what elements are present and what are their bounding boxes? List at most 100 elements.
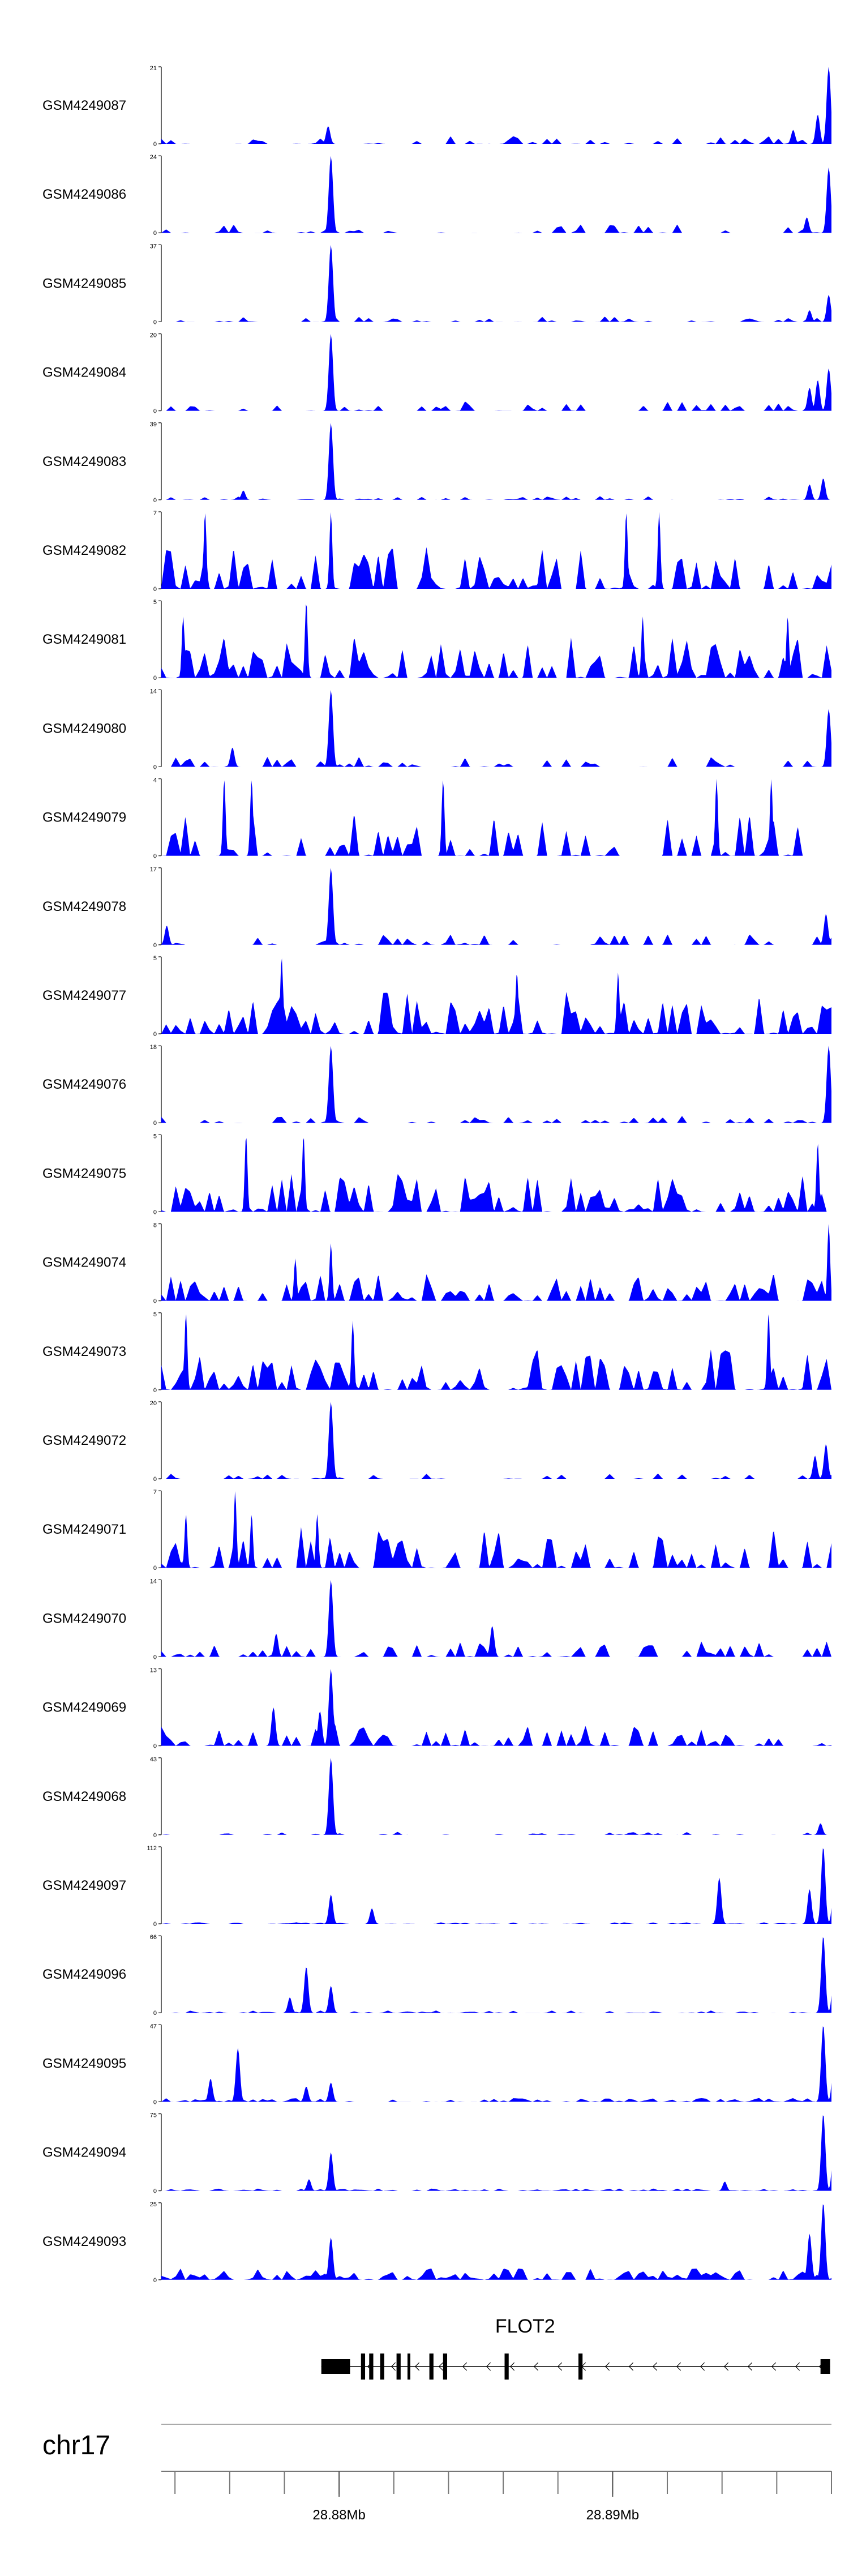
track-GSM4249079: GSM4249079 4 0 (42, 777, 831, 860)
track-label: GSM4249095 (42, 2056, 126, 2071)
coverage-area (161, 67, 831, 144)
coverage-tracks: GSM4249087210GSM4249086240GSM4249085370G… (42, 65, 831, 2284)
coverage-area (161, 333, 831, 411)
track-GSM4249096: GSM4249096 66 0 (42, 1934, 831, 2017)
y-tick-label-max: 37 (150, 243, 157, 250)
y-tick-label-zero: 0 (153, 2188, 157, 2195)
strand-arrow (462, 2362, 468, 2371)
gene-exon (407, 2354, 410, 2380)
coverage-area (161, 1224, 831, 1301)
track-label: GSM4249093 (42, 2234, 126, 2249)
y-tick-label-max: 13 (150, 1667, 157, 1674)
coverage-area (161, 2204, 831, 2280)
axis-ticks: 28.88Mb 28.89Mb (174, 2471, 832, 2523)
track-label: GSM4249080 (42, 721, 126, 736)
strand-arrow (676, 2362, 681, 2371)
strand-arrow (700, 2362, 705, 2371)
coverage-area (161, 958, 831, 1034)
y-tick-label-zero: 0 (153, 1476, 157, 1483)
track-label: GSM4249079 (42, 810, 126, 825)
track-label: GSM4249085 (42, 276, 126, 291)
coverage-area (161, 1758, 831, 1835)
axis-tick-label: 28.89Mb (586, 2507, 639, 2523)
track-label: GSM4249075 (42, 1166, 126, 1181)
track-label: GSM4249094 (42, 2145, 126, 2160)
y-tick-label-zero: 0 (153, 319, 157, 326)
strand-arrow (771, 2362, 777, 2371)
y-tick-label-zero: 0 (153, 1921, 157, 1928)
track-GSM4249077: GSM4249077 5 0 (42, 955, 831, 1038)
track-GSM4249078: GSM4249078 17 0 (42, 866, 831, 949)
gene-track: FLOT2 (321, 2316, 830, 2380)
track-GSM4249082: GSM4249082 7 0 (42, 510, 831, 593)
y-tick-label-zero: 0 (153, 675, 157, 682)
y-tick-label-zero: 0 (153, 942, 157, 949)
track-GSM4249094: GSM4249094 75 0 (42, 2112, 831, 2195)
coverage-area (161, 2026, 831, 2102)
y-tick-label-zero: 0 (153, 1209, 157, 1216)
y-tick-label-zero: 0 (153, 1654, 157, 1661)
strand-arrow (557, 2362, 563, 2371)
y-tick-label-zero: 0 (153, 497, 157, 504)
coverage-area (161, 778, 831, 856)
gene-exon (321, 2359, 350, 2374)
y-tick-label-zero: 0 (153, 408, 157, 415)
y-tick-label-max: 21 (150, 65, 157, 72)
y-tick-label-max: 17 (150, 866, 157, 873)
coverage-area (161, 2115, 831, 2191)
y-tick-label-max: 66 (150, 1934, 157, 1941)
y-tick-label-zero: 0 (153, 141, 157, 148)
track-GSM4249071: GSM4249071 7 0 (42, 1489, 831, 1572)
track-GSM4249095: GSM4249095 47 0 (42, 2023, 831, 2106)
track-label: GSM4249078 (42, 899, 126, 914)
track-GSM4249081: GSM4249081 5 0 (42, 599, 831, 682)
y-tick-label-zero: 0 (153, 1387, 157, 1394)
coverage-area (161, 156, 831, 233)
track-GSM4249075: GSM4249075 5 0 (42, 1133, 831, 1216)
coverage-area (161, 690, 831, 767)
gene-exon (504, 2354, 509, 2380)
coverage-area (161, 1580, 831, 1657)
coverage-area (161, 512, 831, 589)
gene-exons (321, 2354, 830, 2380)
track-label: GSM4249068 (42, 1789, 126, 1804)
y-tick-label-zero: 0 (153, 1031, 157, 1038)
y-tick-label-zero: 0 (153, 2099, 157, 2106)
coverage-area (161, 1937, 831, 2013)
track-GSM4249085: GSM4249085 37 0 (42, 243, 831, 326)
strand-arrow (795, 2362, 800, 2371)
track-label: GSM4249077 (42, 988, 126, 1003)
y-tick-label-zero: 0 (153, 1832, 157, 1839)
track-GSM4249097: GSM4249097 112 0 (42, 1845, 831, 1928)
coverage-area (161, 245, 831, 322)
y-tick-label-max: 5 (153, 1133, 157, 1140)
track-GSM4249072: GSM4249072 20 0 (42, 1400, 831, 1483)
strand-arrow (628, 2362, 634, 2371)
y-tick-label-max: 5 (153, 1311, 157, 1318)
y-tick-label-zero: 0 (153, 853, 157, 860)
y-tick-label-max: 24 (150, 154, 157, 161)
strand-arrow (438, 2362, 444, 2371)
track-label: GSM4249076 (42, 1077, 126, 1092)
track-GSM4249073: GSM4249073 5 0 (42, 1311, 831, 1394)
gene-exon (380, 2354, 384, 2380)
track-label: GSM4249084 (42, 365, 126, 380)
coverage-area (161, 423, 831, 500)
coverage-area (161, 868, 831, 945)
y-tick-label-max: 20 (150, 1400, 157, 1407)
track-GSM4249086: GSM4249086 24 0 (42, 154, 831, 237)
coverage-area (161, 1046, 831, 1123)
axis-tick-label: 28.88Mb (312, 2507, 365, 2523)
track-label: GSM4249097 (42, 1878, 126, 1893)
track-GSM4249083: GSM4249083 39 0 (42, 421, 831, 504)
gene-exon (369, 2354, 374, 2380)
y-tick-label-zero: 0 (153, 764, 157, 771)
track-GSM4249084: GSM4249084 20 0 (42, 332, 831, 415)
y-tick-label-max: 14 (150, 1578, 157, 1585)
coverage-area (161, 604, 831, 678)
strand-arrow (723, 2362, 729, 2371)
y-tick-label-max: 43 (150, 1756, 157, 1763)
genome-axis: chr17 28.88Mb 28.89Mb (42, 2424, 832, 2523)
strand-arrow (486, 2362, 491, 2371)
